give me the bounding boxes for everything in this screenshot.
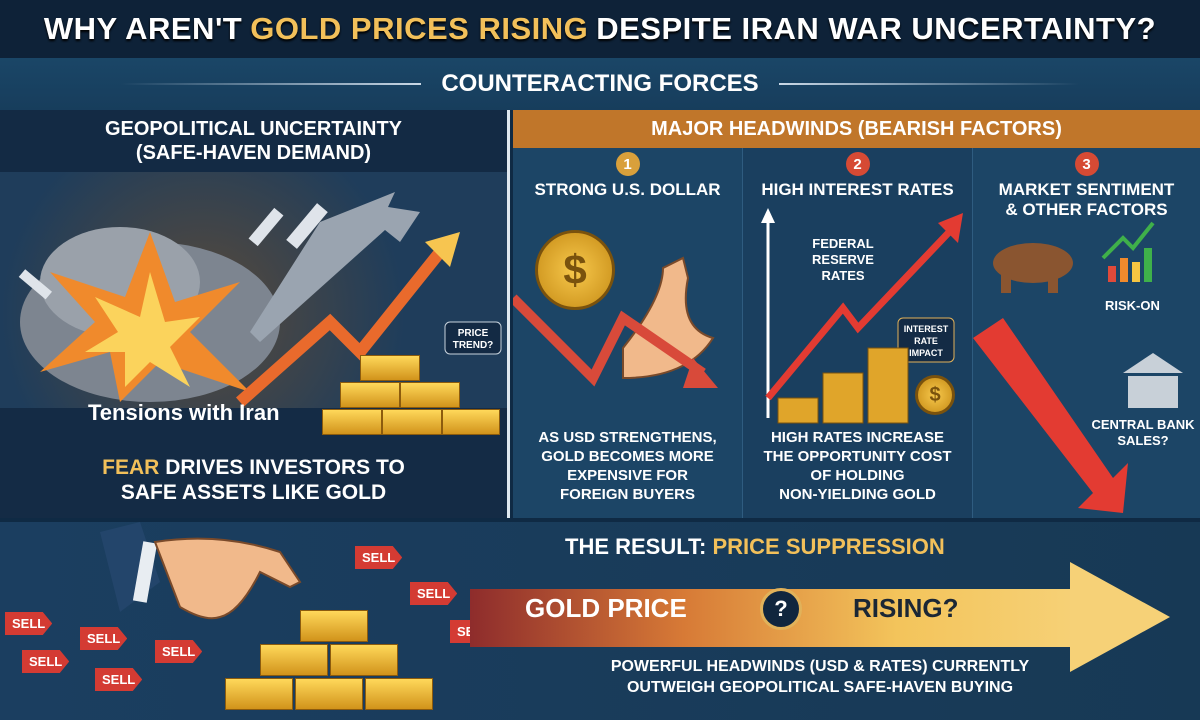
subtitle: COUNTERACTING FORCES <box>441 70 759 97</box>
title-prefix: WHY AREN'T <box>43 11 243 46</box>
gold-bar-icon <box>322 409 382 435</box>
divider <box>778 83 1079 85</box>
gold-bar-icon <box>400 382 460 408</box>
gold-bar-icon <box>365 678 433 710</box>
svg-text:FEDERAL: FEDERAL <box>812 236 873 251</box>
gold-bar-icon <box>260 644 328 676</box>
factor-column-rates: 2 HIGH INTEREST RATES FEDERAL RESERVE RA… <box>743 148 973 518</box>
factor-description: HIGH RATES INCREASE THE OPPORTUNITY COST… <box>743 428 972 504</box>
desc-line: NON-YIELDING GOLD <box>779 486 936 503</box>
question-icon: ? <box>760 588 802 630</box>
desc-line: THE OPPORTUNITY COST <box>763 448 952 465</box>
dollar-coin-icon: $ <box>915 375 955 415</box>
title-highlight: GOLD PRICES RISING <box>250 11 589 46</box>
header-line: GEOPOLITICAL UNCERTAINTY <box>104 118 403 140</box>
gold-bar-icon <box>442 409 500 435</box>
headwinds-panel: MAJOR HEADWINDS (BEARISH FACTORS) 1 STRO… <box>513 110 1200 518</box>
factor-column-dollar: 1 STRONG U.S. DOLLAR $ AS USD STRENGTHEN… <box>513 148 743 518</box>
factor-number: 1 <box>615 152 640 176</box>
risk-on-label: RISK-ON <box>1105 298 1160 313</box>
gold-bar-icon <box>360 355 420 381</box>
title-line: MARKET SENTIMENT <box>998 180 1175 199</box>
fear-text: DRIVES INVESTORS TO <box>165 456 405 479</box>
desc-line: GOLD BECOMES MORE <box>541 448 714 465</box>
factor-number: 2 <box>845 152 870 176</box>
divider <box>121 83 422 85</box>
title-line: & OTHER FACTORS <box>1005 200 1168 219</box>
geopolitical-header: GEOPOLITICAL UNCERTAINTY (SAFE-HAVEN DEM… <box>0 110 507 172</box>
desc-line: EXPENSIVE FOR <box>567 467 688 484</box>
fear-caption: FEAR DRIVES INVESTORS TO SAFE ASSETS LIK… <box>0 455 507 505</box>
svg-text:PRICE: PRICE <box>458 328 489 339</box>
desc-line: AS USD STRENGTHENS, <box>538 429 717 446</box>
subtitle-bar: COUNTERACTING FORCES <box>0 58 1200 110</box>
sentiment-illustration <box>973 221 1183 513</box>
header-line: (SAFE-HAVEN DEMAND) <box>135 142 372 164</box>
conclusion-line: POWERFUL HEADWINDS (USD & RATES) CURRENT… <box>610 658 1030 675</box>
desc-line: OF HOLDING <box>810 467 905 484</box>
conclusion-line: OUTWEIGH GEOPOLITICAL SAFE-HAVEN BUYING <box>626 679 1014 696</box>
gold-bar-icon <box>330 644 398 676</box>
gold-bar-icon <box>225 678 293 710</box>
gold-bar-icon <box>382 409 442 435</box>
sell-arrow: SELL <box>22 650 70 673</box>
desc-line: FOREIGN BUYERS <box>559 486 695 503</box>
desc-line: HIGH RATES INCREASE <box>770 429 945 446</box>
muscle-arm-icon <box>513 256 718 388</box>
gold-bar-icon <box>300 610 368 642</box>
svg-text:RESERVE: RESERVE <box>812 252 874 267</box>
gold-price-label: GOLD PRICE <box>525 593 687 623</box>
explosion-icon: PRICE TREND? <box>18 192 502 407</box>
svg-text:RATE: RATE <box>914 336 938 346</box>
result-panel: SELL SELL SELL SELL SELL SELL SELL SELL … <box>0 522 1200 720</box>
fear-highlight: FEAR <box>102 456 160 479</box>
label-line: SALES? <box>1117 433 1169 448</box>
gold-bar-icon <box>340 382 400 408</box>
headwinds-header: MAJOR HEADWINDS (BEARISH FACTORS) <box>513 110 1200 148</box>
hand-icon <box>100 522 302 620</box>
sell-arrow: SELL <box>5 612 53 635</box>
sell-arrow: SELL <box>155 640 203 663</box>
svg-text:RATES: RATES <box>821 268 864 283</box>
tension-label: Tensions with Iran <box>88 400 280 425</box>
result-prefix: THE RESULT: <box>565 534 707 559</box>
rising-label: RISING? <box>853 593 959 623</box>
dollar-coin-icon: $ <box>535 230 615 310</box>
sell-arrow: SELL <box>80 627 128 650</box>
rising-rates-chart-icon: FEDERAL RESERVE RATES INTEREST RATE IMPA… <box>761 208 963 424</box>
sell-arrow: SELL <box>410 582 458 605</box>
result-heading: THE RESULT: PRICE SUPPRESSION <box>565 534 945 560</box>
factor-title: MARKET SENTIMENT & OTHER FACTORS <box>973 180 1200 220</box>
svg-text:TREND?: TREND? <box>453 340 494 351</box>
factor-column-sentiment: 3 MARKET SENTIMENT & OTHER FACTORS RISK-… <box>973 148 1200 518</box>
page-title: WHY AREN'T GOLD PRICES RISING DESPITE IR… <box>0 0 1200 58</box>
factor-description: AS USD STRENGTHENS, GOLD BECOMES MORE EX… <box>513 428 742 504</box>
conclusion-text: POWERFUL HEADWINDS (USD & RATES) CURRENT… <box>500 656 1140 698</box>
sell-arrow: SELL <box>355 546 403 569</box>
factor-number: 3 <box>1074 152 1099 176</box>
factor-title: HIGH INTEREST RATES <box>761 180 954 199</box>
fear-text: SAFE ASSETS LIKE GOLD <box>120 481 387 504</box>
central-bank-label: CENTRAL BANK SALES? <box>1083 417 1200 449</box>
factor-title: STRONG U.S. DOLLAR <box>534 180 721 199</box>
geopolitical-panel: GEOPOLITICAL UNCERTAINTY (SAFE-HAVEN DEM… <box>0 110 510 518</box>
explosion-illustration: PRICE TREND? <box>0 172 507 408</box>
sell-arrow: SELL <box>95 668 143 691</box>
svg-text:INTEREST: INTEREST <box>904 324 949 334</box>
label-line: CENTRAL BANK <box>1091 417 1195 432</box>
gold-bar-icon <box>295 678 363 710</box>
result-highlight: PRICE SUPPRESSION <box>712 534 945 559</box>
svg-text:IMPACT: IMPACT <box>909 348 943 358</box>
title-suffix: DESPITE IRAN WAR UNCERTAINTY? <box>596 11 1157 46</box>
